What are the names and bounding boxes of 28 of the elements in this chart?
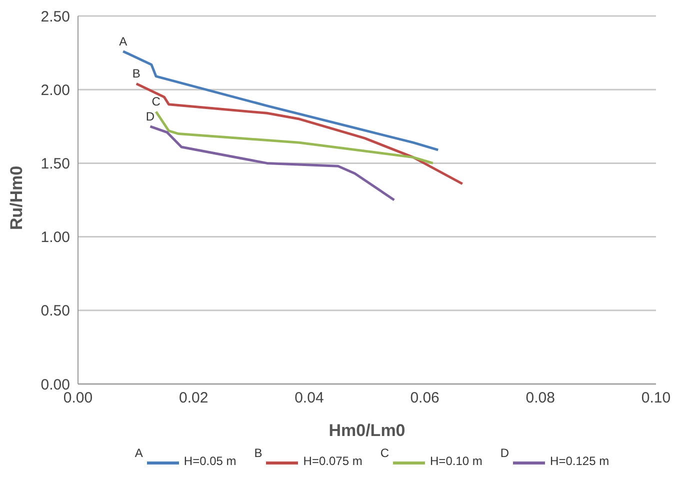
y-tick-label: 1.50 — [40, 156, 70, 173]
line-series — [149, 125, 396, 202]
x-tick-label: 0.04 — [294, 390, 324, 407]
text: D — [500, 446, 510, 460]
line-series — [154, 110, 434, 164]
legend-label: H=0.10 m — [430, 454, 482, 468]
y-tick-label: 2.00 — [40, 82, 70, 99]
x-axis-title: Hm0/Lm0 — [328, 421, 406, 440]
x-tick-label: 0.08 — [526, 390, 555, 407]
line-series — [135, 82, 464, 186]
x-tick-label: 0.02 — [179, 390, 208, 407]
y-tick-label: 1.00 — [40, 229, 70, 246]
text: A — [134, 446, 143, 460]
line-series — [122, 50, 440, 152]
legend-label: H=0.075 m — [303, 454, 362, 468]
annotation: C — [152, 94, 161, 109]
x-tick-label: 0.10 — [641, 390, 671, 407]
x-tick-label: 0.06 — [410, 390, 440, 407]
y-tick-label: 0.50 — [40, 302, 70, 320]
annotation: D — [146, 109, 155, 124]
text: C — [380, 446, 390, 460]
legend-label: H=0.05 m — [184, 454, 236, 468]
annotation: B — [132, 66, 140, 81]
y-tick-label: 2.50 — [40, 8, 70, 26]
text: B — [254, 446, 262, 460]
y-axis-title: Ru/Hm0 — [7, 166, 26, 230]
annotation: A — [119, 34, 128, 48]
legend-label: H=0.125 m — [550, 454, 610, 468]
